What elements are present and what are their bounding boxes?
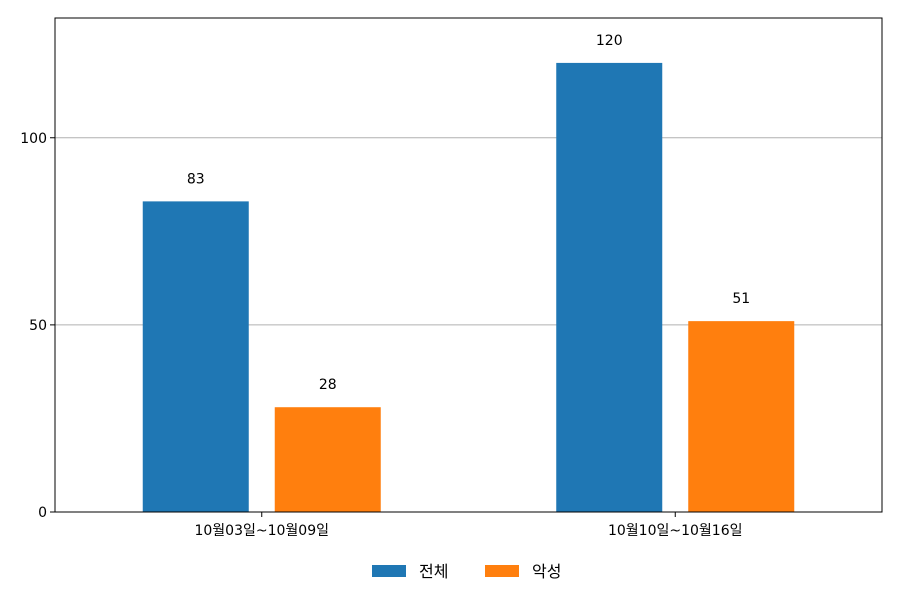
bar-total-1 [556, 62, 663, 513]
bars [142, 62, 795, 513]
data-labels: 83 28 120 51 [187, 33, 750, 393]
y-tick-label: 50 [29, 318, 47, 334]
bar-malicious-0 [274, 407, 381, 512]
data-label: 51 [732, 291, 750, 307]
legend-swatch-0 [372, 565, 406, 577]
bar-malicious-1 [688, 321, 795, 512]
plot-frame [54, 17, 883, 513]
data-label: 120 [596, 33, 623, 49]
x-tick-label: 10월03일~10월09일 [194, 523, 329, 539]
legend-swatch-1 [485, 565, 519, 577]
legend-label: 악성 [532, 562, 561, 581]
legend-label: 전체 [419, 562, 448, 581]
data-label: 28 [319, 377, 337, 393]
legend: 전체 악성 [372, 562, 561, 581]
y-tick-label: 0 [38, 505, 47, 521]
y-tick-label: 100 [20, 131, 47, 147]
x-tick-label: 10월10일~10월16일 [608, 523, 743, 539]
axes: 0 50 100 10월03일~10월09일 10월10일~10월16일 [20, 131, 742, 539]
bar-total-0 [142, 201, 249, 512]
data-label: 83 [187, 171, 205, 187]
